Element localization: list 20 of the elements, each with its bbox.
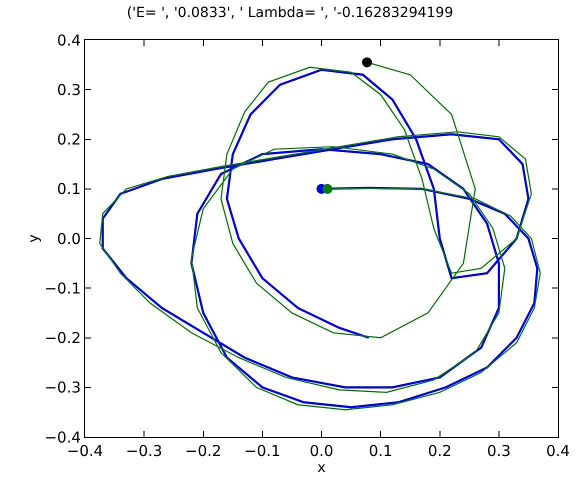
x-tick-label: 0.1 bbox=[368, 442, 393, 460]
x-axis-title: x bbox=[317, 460, 326, 476]
y-tick-label: 0.4 bbox=[57, 31, 81, 50]
y-tick-label: 0.2 bbox=[57, 130, 81, 148]
y-tick-label: −0.3 bbox=[44, 378, 81, 397]
y-tick-label: −0.4 bbox=[44, 428, 81, 446]
y-tick-label: −0.1 bbox=[44, 279, 81, 298]
x-tick-label: 0.4 bbox=[546, 442, 570, 460]
x-tick-label: 0.0 bbox=[310, 442, 334, 460]
x-tick-label: −0.3 bbox=[126, 442, 162, 460]
x-tick-label: −0.2 bbox=[185, 442, 222, 460]
y-tick-label: 0.0 bbox=[57, 230, 81, 248]
y-tick-label: −0.2 bbox=[44, 329, 81, 347]
x-tick-label: 0.2 bbox=[428, 442, 452, 460]
y-axis-title: y bbox=[26, 234, 42, 243]
x-tick-label: −0.1 bbox=[244, 442, 281, 460]
y-tick-label: 0.1 bbox=[57, 180, 81, 198]
y-tick-label: 0.3 bbox=[57, 80, 81, 99]
chart-title: ('E= ', '0.0833', ' Lambda= ', '-0.16283294199 bbox=[126, 4, 454, 21]
x-tick-label: 0.3 bbox=[486, 442, 511, 460]
